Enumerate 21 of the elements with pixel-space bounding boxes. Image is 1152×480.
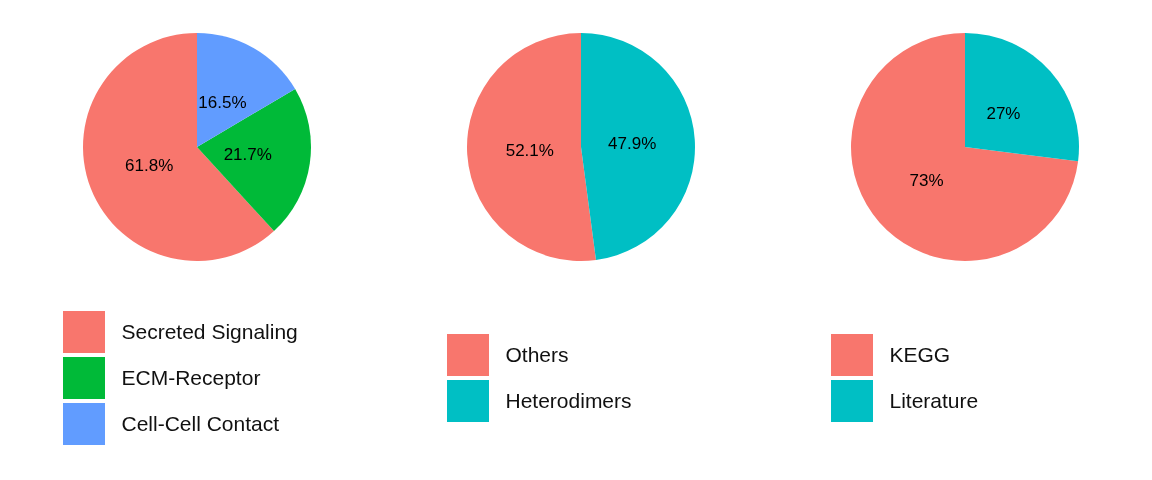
data-label: 21.7% <box>223 145 272 165</box>
legend-label: ECM-Receptor <box>121 365 262 390</box>
pie-slice <box>197 88 311 232</box>
data-label: 16.5% <box>198 92 247 112</box>
legend-label: KEGG <box>889 342 952 367</box>
pie-slice <box>581 33 695 261</box>
data-label: 73% <box>909 171 944 191</box>
legend-label: Secreted Signaling <box>121 319 299 344</box>
pie-slice <box>467 33 596 261</box>
pie-slice <box>965 33 1079 162</box>
legend-label: Heterodimers <box>505 388 633 413</box>
legend-label: Literature <box>889 388 980 413</box>
data-label: 52.1% <box>505 140 554 160</box>
data-label: 27% <box>986 103 1021 123</box>
pie-slice <box>83 33 274 261</box>
data-label: 47.9% <box>608 134 657 154</box>
data-label: 61.8% <box>125 156 174 176</box>
legend-label: Others <box>505 342 570 367</box>
legend-label: Cell-Cell Contact <box>121 411 281 436</box>
pie-slice <box>197 33 296 147</box>
pie-slice <box>851 33 1079 261</box>
